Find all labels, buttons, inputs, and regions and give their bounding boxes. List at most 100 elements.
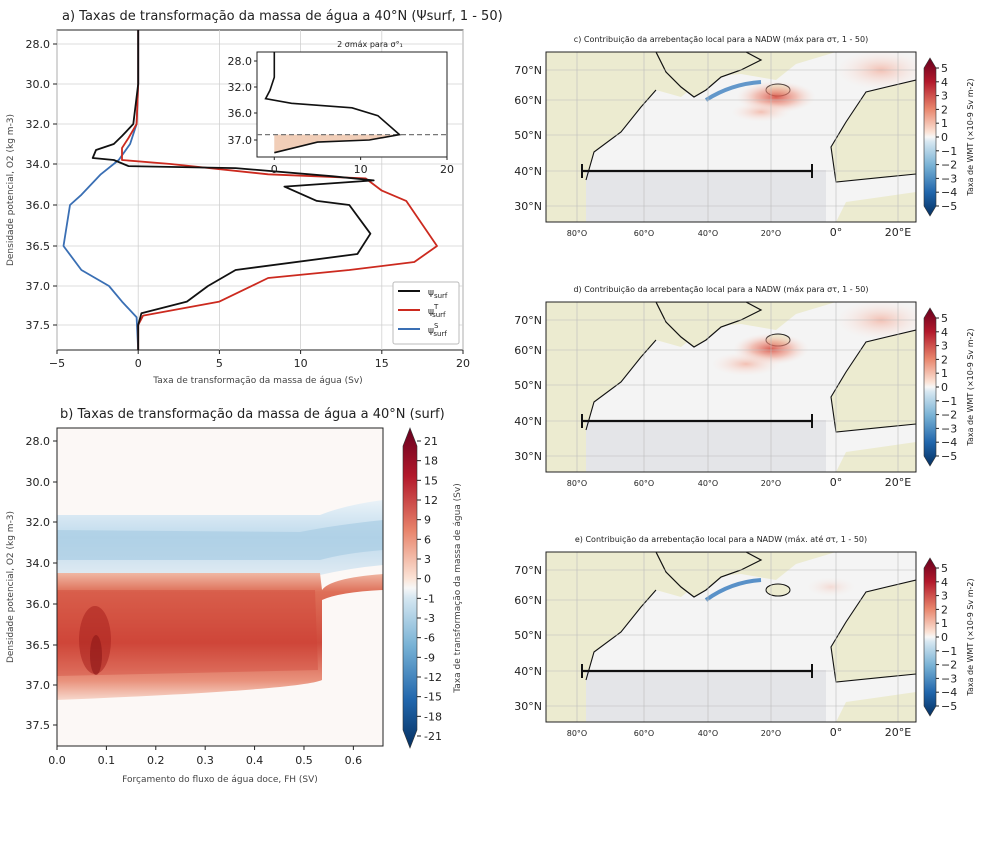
lat-tick: 70°N — [514, 314, 542, 327]
colorbar-b-tick: 21 — [424, 435, 438, 448]
lon-tick: 20°O — [761, 729, 781, 738]
panel-a-ytick: 36.5 — [26, 240, 51, 253]
colorbar-tick: 1 — [941, 117, 948, 130]
panel-b-ytick: 36.5 — [26, 639, 51, 652]
panel-a-xtick: −5 — [49, 357, 65, 370]
lat-tick: 50°N — [514, 129, 542, 142]
colorbar-tick: 4 — [941, 576, 948, 589]
colorbar-tick: 1 — [941, 617, 948, 630]
lon-tick: 80°O — [567, 479, 587, 488]
lat-tick: 40°N — [514, 665, 542, 678]
colorbar-tick: −1 — [941, 395, 957, 408]
inset-ytick: 36.0 — [228, 107, 253, 120]
map-body — [546, 552, 916, 722]
panel-b-title: b) Taxas de transformação da massa de ág… — [60, 407, 445, 422]
panel-d-title: d) Contribuição da arrebentação local pa… — [573, 285, 868, 294]
colorbar-b-tick: -9 — [424, 651, 435, 664]
colorbar-b-tick: -1 — [424, 592, 435, 605]
colorbar-tick: 4 — [941, 326, 948, 339]
iceland — [765, 583, 791, 597]
colorbar-b-tick: -15 — [424, 691, 442, 704]
colorbar-c — [923, 57, 937, 217]
lat-tick: 60°N — [514, 344, 542, 357]
lon-tick: 0° — [830, 226, 843, 239]
colorbar-tick: 5 — [941, 312, 948, 325]
lat-tick: 40°N — [514, 415, 542, 428]
lon-tick: 40°O — [698, 229, 718, 238]
lat-tick: 60°N — [514, 594, 542, 607]
lon-tick: 60°O — [634, 229, 654, 238]
colorbar-b-tick: 9 — [424, 514, 431, 527]
panel-d: d) Contribuição da arrebentação local pa… — [514, 285, 975, 489]
panel-e-title: e) Contribuição da arrebentação local pa… — [575, 534, 867, 544]
lon-tick: 20°E — [885, 476, 911, 489]
panel-b-colorbar-label: Taxa de transformação da massa de água (… — [453, 483, 463, 693]
panel-b-xtick: 0.4 — [246, 754, 264, 767]
map-body — [546, 302, 916, 472]
series-line-total — [91, 30, 375, 350]
colorbar-d — [923, 307, 937, 467]
colorbar-tick: 2 — [941, 603, 948, 616]
map-body — [546, 52, 916, 222]
panel-a-xtick: 5 — [216, 357, 223, 370]
colorbar-tick: 3 — [941, 590, 948, 603]
lat-tick: 30°N — [514, 450, 542, 463]
colorbar-tick: −2 — [941, 159, 957, 172]
colorbar-e — [923, 557, 937, 717]
colorbar-tick: −4 — [941, 436, 957, 449]
lon-tick: 20°O — [761, 479, 781, 488]
inset-ytick: 28.0 — [228, 55, 253, 68]
panel-b-ytick: 30.0 — [26, 476, 51, 489]
panel-b-ticks: 0.0 0.1 0.2 0.3 0.4 0.5 0.6 28.0 30.0 32.0 34.0 36.… — [26, 435, 363, 767]
colorbar-b-tick: 3 — [424, 553, 431, 566]
inset-shaded-area — [274, 134, 400, 157]
colorbar-tick: −2 — [941, 659, 957, 672]
colorbar-tick: −3 — [941, 172, 957, 185]
colorbar-b-tick: -21 — [424, 730, 442, 743]
colorbar-e-label: Taxa de WMT (×10-9 Sv m-2) — [966, 578, 975, 696]
lon-tick: 20°E — [885, 226, 911, 239]
inset-ytick: 32.0 — [228, 81, 253, 94]
panel-b-xtick: 0.5 — [295, 754, 313, 767]
colorbar-b-tick: 15 — [424, 474, 438, 487]
colorbar-tick: 4 — [941, 76, 948, 89]
map-frame — [545, 51, 917, 223]
panel-b-ytick: 37.0 — [26, 679, 51, 692]
colorbar-tick: −3 — [941, 672, 957, 685]
panel-b-xtick: 0.1 — [98, 754, 116, 767]
map-frame — [545, 301, 917, 473]
colorbar-tick: −1 — [941, 645, 957, 658]
colorbar-tick: −5 — [941, 450, 957, 463]
panel-a-inset: 2 σmáx para σ°₁ 0 10 20 28.0 32.0 36.0 37.0 — [228, 40, 455, 176]
greenland — [655, 552, 763, 598]
panel-a-ticks: −5 0 5 10 15 20 28.0 30.0 32.0 34.0 36.0 36.5 37.0 37… — [26, 38, 471, 370]
inset-xtick: 20 — [440, 163, 454, 176]
colorbar-tick: 3 — [941, 90, 948, 103]
lat-tick: 70°N — [514, 564, 542, 577]
panel-b-axes — [56, 427, 384, 747]
lon-tick: 0° — [830, 476, 843, 489]
inset-xtick: 10 — [354, 163, 368, 176]
lat-tick: 50°N — [514, 629, 542, 642]
map-panels: c) Contribuição da arrebentação local pa… — [514, 35, 975, 739]
panel-c-title: c) Contribuição da arrebentação local pa… — [574, 35, 868, 44]
inset-ytick: 37.0 — [228, 134, 253, 147]
lon-tick: 60°O — [634, 729, 654, 738]
inset-title: 2 σmáx para σ°₁ — [337, 40, 403, 49]
masked-region — [586, 170, 826, 222]
lat-tick: 50°N — [514, 379, 542, 392]
masked-region — [586, 420, 826, 472]
colorbar-b-tick: 12 — [424, 494, 438, 507]
panel-a-ytick: 37.0 — [26, 280, 51, 293]
colorbar-d-label: Taxa de WMT (×10-9 Sv m-2) — [966, 328, 975, 446]
colorbar-tick: 1 — [941, 367, 948, 380]
greenland — [655, 52, 763, 98]
panel-a-xtick: 20 — [456, 357, 470, 370]
panel-b-colorbar: 21 18 15 12 9 6 3 0 -1 -3 -6 -9 -12 -15 -18 -21 Taxa de… — [402, 427, 463, 749]
panel-a-xtick: 10 — [294, 357, 308, 370]
lat-tick: 30°N — [514, 700, 542, 713]
panel-b-ylabel: Densidade potencial, O2 (kg m-3) — [6, 511, 16, 663]
panel-b-ytick: 37.5 — [26, 719, 51, 732]
colorbar-b-tick: 6 — [424, 533, 431, 546]
